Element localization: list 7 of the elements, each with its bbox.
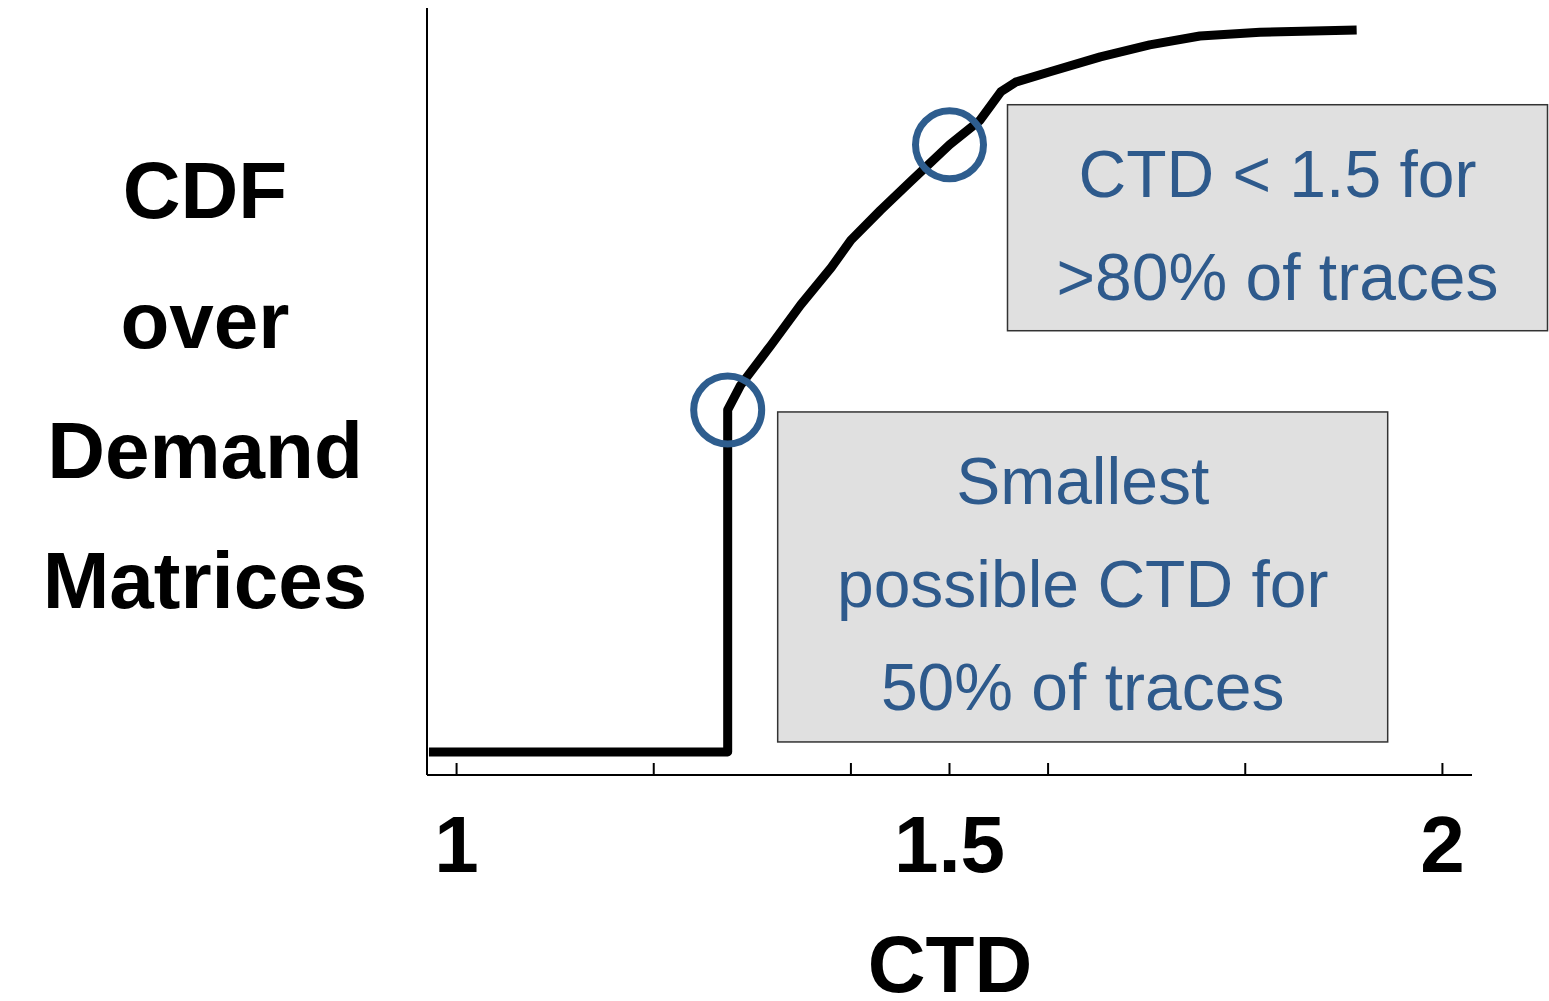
x-tick-label: 1 — [434, 800, 479, 889]
y-axis-title: CDF over Demand Matrices — [42, 146, 368, 625]
x-axis-title: CTD — [867, 920, 1033, 1001]
annotation: CTD < 1.5 for >80% of traces — [1056, 136, 1499, 314]
annotation: Smallest possible CTD for 50% of traces — [836, 443, 1329, 724]
x-tick-label: 1.5 — [893, 800, 1006, 889]
x-tick-label: 2 — [1420, 800, 1465, 889]
